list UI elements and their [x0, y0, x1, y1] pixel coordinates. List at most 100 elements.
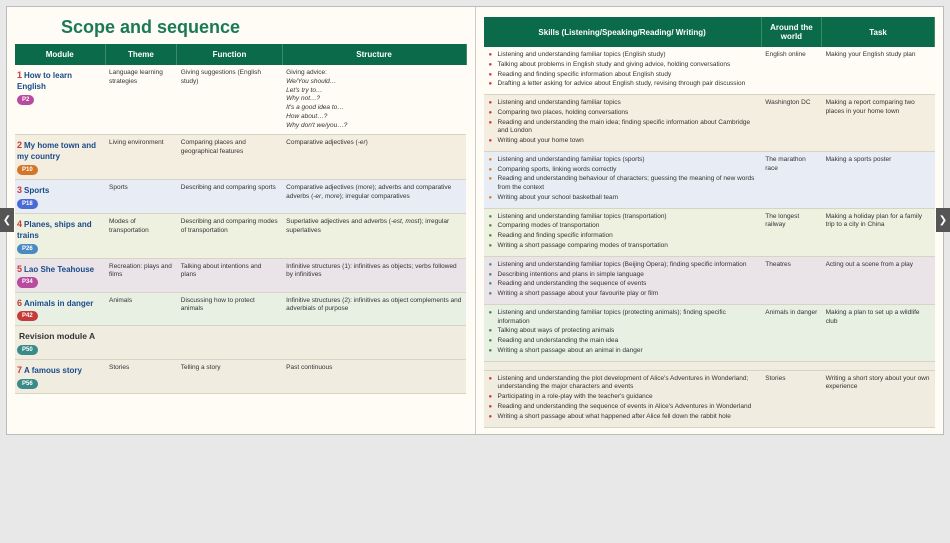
col-header: Theme — [105, 44, 177, 65]
cell: Describing and comparing sports — [177, 180, 282, 214]
cell: Revision module A P50 — [15, 326, 105, 360]
cell: Giving suggestions (English study) — [177, 65, 282, 135]
module-row: Listening and understanding familiar top… — [484, 256, 935, 304]
skill-item: Writing about your school basketball tea… — [498, 194, 758, 203]
skill-item: Writing a short passage comparing modes … — [498, 242, 758, 251]
cell — [105, 326, 466, 360]
next-page-button[interactable]: ❯ — [936, 208, 950, 232]
skills-cell: Listening and understanding familiar top… — [484, 47, 762, 95]
cell: Animals in danger — [761, 304, 821, 361]
skill-item: Listening and understanding familiar top… — [498, 99, 758, 108]
module-row: 7A famous storyP56StoriesTelling a story… — [15, 360, 466, 394]
cell: Stories — [761, 370, 821, 427]
cell: 3SportsP18 — [15, 180, 105, 214]
cell: Animals — [105, 292, 177, 326]
col-header: Around the world — [761, 17, 821, 47]
module-row: 6Animals in dangerP42AnimalsDiscussing h… — [15, 292, 466, 326]
skills-cell: Listening and understanding the plot dev… — [484, 370, 762, 427]
skills-cell: Listening and understanding familiar top… — [484, 304, 762, 361]
cell: Comparing places and geographical featur… — [177, 135, 282, 180]
skill-item: Reading and understanding the main idea — [498, 337, 758, 346]
skill-item: Comparing two places, holding conversati… — [498, 109, 758, 118]
scope-table-left: ModuleThemeFunctionStructure 1How to lea… — [15, 44, 467, 394]
cell: Acting out a scene from a play — [822, 256, 935, 304]
skill-item: Reading and finding specific information… — [498, 71, 758, 80]
skills-cell: Listening and understanding familiar top… — [484, 95, 762, 152]
cell: 2My home town and my countryP10 — [15, 135, 105, 180]
module-row: 2My home town and my countryP10Living en… — [15, 135, 466, 180]
skill-item: Listening and understanding the plot dev… — [498, 375, 758, 393]
module-row: 5Lao She TeahouseP34Recreation: plays an… — [15, 258, 466, 292]
module-row: Listening and understanding familiar top… — [484, 151, 935, 208]
cell: Superlative adjectives and adverbs (-est… — [282, 213, 466, 258]
cell: Talking about intentions and plans — [177, 258, 282, 292]
cell: 7A famous storyP56 — [15, 360, 105, 394]
cell: Comparative adjectives (more); adverbs a… — [282, 180, 466, 214]
scope-table-right: Skills (Listening/Speaking/Reading/ Writ… — [484, 17, 936, 428]
module-row: 3SportsP18SportsDescribing and comparing… — [15, 180, 466, 214]
cell: Making a report comparing two places in … — [822, 95, 935, 152]
cell: The longest railway — [761, 208, 821, 256]
cell: Stories — [105, 360, 177, 394]
skill-item: Drafting a letter asking for advice abou… — [498, 80, 758, 89]
cell: 4Planes, ships and trainsP26 — [15, 213, 105, 258]
cell: The marathon race — [761, 151, 821, 208]
cell: Recreation: plays and films — [105, 258, 177, 292]
cell: Making a plan to set up a wildlife club — [822, 304, 935, 361]
cell: Making a holiday plan for a family trip … — [822, 208, 935, 256]
skill-item: Listening and understanding familiar top… — [498, 51, 758, 60]
skill-item: Comparing sports, linking words correctl… — [498, 166, 758, 175]
skill-item: Writing a short passage about your favou… — [498, 290, 758, 299]
skill-item: Writing about your home town — [498, 137, 758, 146]
page-title: Scope and sequence — [61, 17, 467, 38]
skill-item: Participating in a role-play with the te… — [498, 393, 758, 402]
cell: Making your English study plan — [822, 47, 935, 95]
skill-item: Listening and understanding familiar top… — [498, 213, 758, 222]
cell: 1How to learn EnglishP2 — [15, 65, 105, 135]
cell — [484, 361, 935, 370]
skills-cell: Listening and understanding familiar top… — [484, 208, 762, 256]
col-header: Task — [822, 17, 935, 47]
col-header: Function — [177, 44, 282, 65]
module-row — [484, 361, 935, 370]
cell: 6Animals in dangerP42 — [15, 292, 105, 326]
module-row: Listening and understanding familiar top… — [484, 95, 935, 152]
module-row: 1How to learn EnglishP2Language learning… — [15, 65, 466, 135]
cell: Washington DC — [761, 95, 821, 152]
cell: Sports — [105, 180, 177, 214]
cell: Writing a short story about your own exp… — [822, 370, 935, 427]
skill-item: Listening and understanding familiar top… — [498, 156, 758, 165]
skill-item: Reading and understanding the sequence o… — [498, 403, 758, 412]
right-page: Skills (Listening/Speaking/Reading/ Writ… — [476, 7, 944, 434]
cell: Discussing how to protect animals — [177, 292, 282, 326]
skill-item: Reading and understanding the main idea;… — [498, 119, 758, 137]
module-row: Revision module A P50 — [15, 326, 466, 360]
skill-item: Reading and understanding the sequence o… — [498, 280, 758, 289]
cell: Living environment — [105, 135, 177, 180]
prev-page-button[interactable]: ❮ — [0, 208, 14, 232]
cell: Language learning strategies — [105, 65, 177, 135]
cell: Telling a story — [177, 360, 282, 394]
skill-item: Describing intentions and plans in simpl… — [498, 271, 758, 280]
left-page: Scope and sequence ModuleThemeFunctionSt… — [7, 7, 476, 434]
module-row: Listening and understanding familiar top… — [484, 47, 935, 95]
cell: Giving advice:We/You should…Let's try to… — [282, 65, 466, 135]
module-row: 4Planes, ships and trainsP26Modes of tra… — [15, 213, 466, 258]
cell: English online — [761, 47, 821, 95]
skill-item: Comparing modes of transportation — [498, 222, 758, 231]
module-row: Listening and understanding the plot dev… — [484, 370, 935, 427]
cell: 5Lao She TeahouseP34 — [15, 258, 105, 292]
col-header: Module — [15, 44, 105, 65]
skills-cell: Listening and understanding familiar top… — [484, 256, 762, 304]
skill-item: Talking about ways of protecting animals — [498, 327, 758, 336]
module-row: Listening and understanding familiar top… — [484, 208, 935, 256]
skill-item: Listening and understanding familiar top… — [498, 261, 758, 270]
cell: Theatres — [761, 256, 821, 304]
skill-item: Listening and understanding familiar top… — [498, 309, 758, 327]
cell: Making a sports poster — [822, 151, 935, 208]
cell: Infinitive structures (1): infinitives a… — [282, 258, 466, 292]
cell: Infinitive structures (2): infinitives a… — [282, 292, 466, 326]
skill-item: Reading and understanding behaviour of c… — [498, 175, 758, 193]
module-row: Listening and understanding familiar top… — [484, 304, 935, 361]
col-header: Structure — [282, 44, 466, 65]
